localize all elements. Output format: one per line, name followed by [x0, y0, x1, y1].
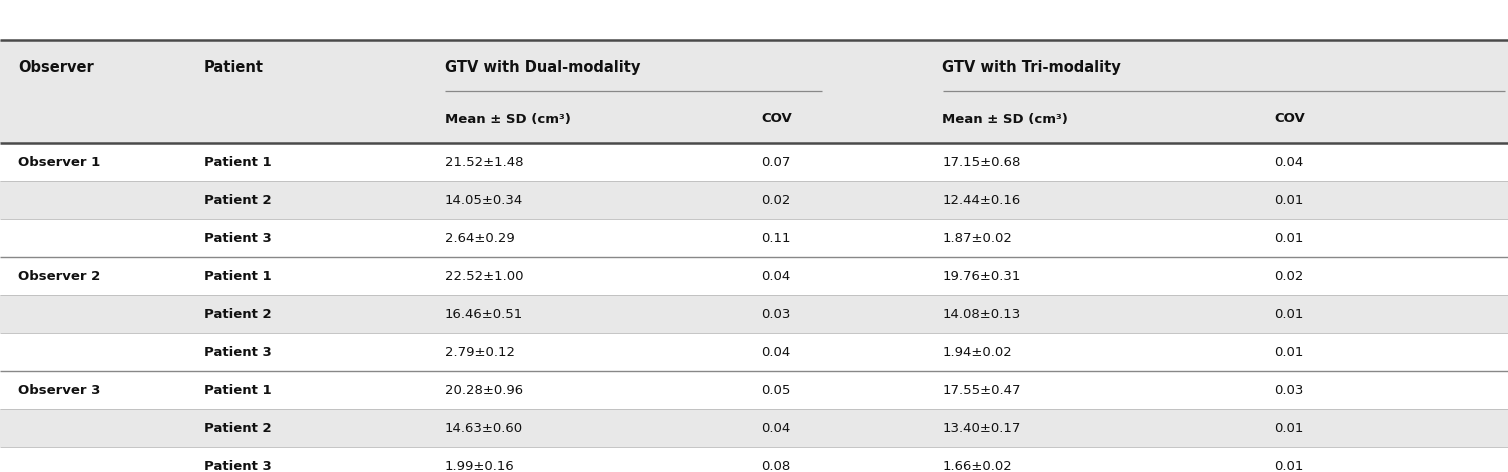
Bar	[0, 295, 1508, 333]
Text: Patient 3: Patient 3	[204, 231, 271, 244]
Text: Observer 1: Observer 1	[18, 155, 101, 169]
Text: 0.04: 0.04	[762, 346, 790, 359]
Text: Patient 2: Patient 2	[204, 421, 271, 435]
Text: COV: COV	[1274, 112, 1304, 126]
Text: 19.76±0.31: 19.76±0.31	[942, 270, 1021, 283]
Text: GTV with Tri-modality: GTV with Tri-modality	[942, 60, 1122, 75]
Text: 0.01: 0.01	[1274, 307, 1303, 320]
Text: Patient 1: Patient 1	[204, 155, 271, 169]
Text: GTV with Dual-modality: GTV with Dual-modality	[445, 60, 641, 75]
Text: 0.08: 0.08	[762, 460, 790, 472]
Text: 2.64±0.29: 2.64±0.29	[445, 231, 514, 244]
Bar	[0, 219, 1508, 257]
Text: 14.63±0.60: 14.63±0.60	[445, 421, 523, 435]
Text: 14.08±0.13: 14.08±0.13	[942, 307, 1021, 320]
Text: 0.04: 0.04	[1274, 155, 1303, 169]
Text: 0.01: 0.01	[1274, 231, 1303, 244]
Bar	[0, 333, 1508, 371]
Text: 0.02: 0.02	[762, 194, 790, 207]
Text: 0.01: 0.01	[1274, 460, 1303, 472]
Text: Patient: Patient	[204, 60, 264, 75]
Text: 0.02: 0.02	[1274, 270, 1303, 283]
Text: Mean ± SD (cm³): Mean ± SD (cm³)	[445, 112, 570, 126]
Bar	[0, 40, 1508, 143]
Bar	[0, 371, 1508, 409]
Text: 0.03: 0.03	[762, 307, 790, 320]
Text: 17.15±0.68: 17.15±0.68	[942, 155, 1021, 169]
Text: 0.01: 0.01	[1274, 346, 1303, 359]
Text: Patient 2: Patient 2	[204, 307, 271, 320]
Text: 21.52±1.48: 21.52±1.48	[445, 155, 523, 169]
Text: 0.04: 0.04	[762, 421, 790, 435]
Bar	[0, 257, 1508, 295]
Text: Patient 3: Patient 3	[204, 346, 271, 359]
Text: 14.05±0.34: 14.05±0.34	[445, 194, 523, 207]
Text: 0.04: 0.04	[762, 270, 790, 283]
Text: 22.52±1.00: 22.52±1.00	[445, 270, 523, 283]
Text: 0.07: 0.07	[762, 155, 790, 169]
Text: Patient 2: Patient 2	[204, 194, 271, 207]
Text: Mean ± SD (cm³): Mean ± SD (cm³)	[942, 112, 1068, 126]
Text: 16.46±0.51: 16.46±0.51	[445, 307, 523, 320]
Text: Observer: Observer	[18, 60, 93, 75]
Text: 0.05: 0.05	[762, 383, 790, 396]
Text: Patient 1: Patient 1	[204, 270, 271, 283]
Text: 1.87±0.02: 1.87±0.02	[942, 231, 1012, 244]
Text: COV: COV	[762, 112, 792, 126]
Text: 0.03: 0.03	[1274, 383, 1303, 396]
Text: Patient 1: Patient 1	[204, 383, 271, 396]
Text: Patient 3: Patient 3	[204, 460, 271, 472]
Text: Observer 2: Observer 2	[18, 270, 101, 283]
Text: 12.44±0.16: 12.44±0.16	[942, 194, 1021, 207]
Text: 13.40±0.17: 13.40±0.17	[942, 421, 1021, 435]
Text: 0.01: 0.01	[1274, 194, 1303, 207]
Text: 0.11: 0.11	[762, 231, 792, 244]
Text: 17.55±0.47: 17.55±0.47	[942, 383, 1021, 396]
Bar	[0, 143, 1508, 181]
Text: 2.79±0.12: 2.79±0.12	[445, 346, 514, 359]
Bar	[0, 181, 1508, 219]
Text: 0.01: 0.01	[1274, 421, 1303, 435]
Bar	[0, 447, 1508, 472]
Text: 1.94±0.02: 1.94±0.02	[942, 346, 1012, 359]
Text: 1.99±0.16: 1.99±0.16	[445, 460, 514, 472]
Text: Observer 3: Observer 3	[18, 383, 101, 396]
Text: 1.66±0.02: 1.66±0.02	[942, 460, 1012, 472]
Text: 20.28±0.96: 20.28±0.96	[445, 383, 523, 396]
Bar	[0, 409, 1508, 447]
